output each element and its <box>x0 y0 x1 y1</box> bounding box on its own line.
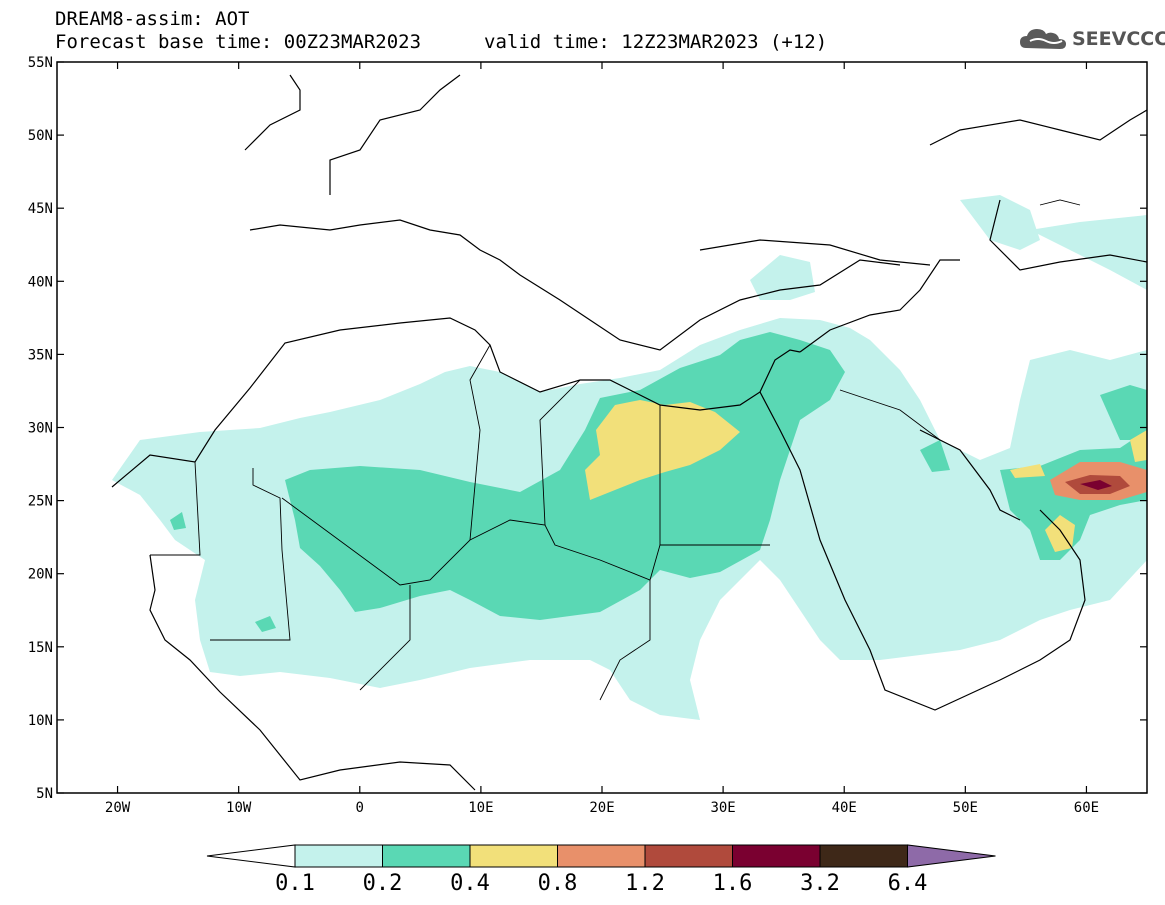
seevccc-logo: SEEVCCC <box>1018 24 1165 54</box>
lat-tick-label: 25N <box>28 494 53 510</box>
lon-tick-label: 20E <box>589 800 614 816</box>
lat-tick-label: 35N <box>28 347 53 363</box>
lat-tick-label: 40N <box>28 274 53 290</box>
lat-tick-label: 30N <box>28 421 53 437</box>
colorbar-label: 3.2 <box>800 871 840 896</box>
forecast-base-time: Forecast base time: 00Z23MAR2023 <box>55 31 422 53</box>
aot-colorbar: 0.1 0.2 0.4 0.8 1.2 1.6 3.2 6.4 <box>206 844 996 896</box>
lat-tick-label: 45N <box>28 201 53 217</box>
logo-text: SEEVCCC <box>1072 28 1165 50</box>
colorbar-segment <box>732 844 821 868</box>
aot-contour-0.4 <box>585 400 740 500</box>
colorbar-segment <box>819 844 908 868</box>
lat-tick-label: 10N <box>28 713 53 729</box>
colorbar-label: 6.4 <box>888 871 928 896</box>
colorbar-segment <box>644 844 733 868</box>
lat-tick-label: 20N <box>28 567 53 583</box>
lat-tick-label: 15N <box>28 640 53 656</box>
colorbar-segment <box>469 844 558 868</box>
lon-tick-label: 30E <box>710 800 735 816</box>
colorbar-label: 0.8 <box>538 871 578 896</box>
colorbar-segment <box>557 844 646 868</box>
colorbar-label: 0.1 <box>275 871 315 896</box>
lat-tick-label: 50N <box>28 128 53 144</box>
colorbar-label: 1.2 <box>625 871 665 896</box>
coastlines <box>111 74 1147 791</box>
colorbar-label: 0.4 <box>450 871 490 896</box>
colorbar-segment <box>294 844 383 868</box>
aot-shading <box>112 195 1147 720</box>
colorbar-segment <box>382 844 471 868</box>
lon-tick-label: 0 <box>356 800 364 816</box>
colorbar-label: 1.6 <box>713 871 753 896</box>
country-borders <box>150 199 1081 701</box>
lon-tick-label: 60E <box>1074 800 1099 816</box>
lat-tick-label: 5N <box>36 786 53 802</box>
lon-tick-label: 10W <box>226 800 252 816</box>
lon-tick-label: 10E <box>468 800 493 816</box>
longitude-axis: 20W 10W 0 10E 20E 30E 40E 50E 60E <box>105 62 1099 816</box>
valid-time: valid time: 12Z23MAR2023 (+12) <box>484 31 828 53</box>
lon-tick-label: 50E <box>953 800 978 816</box>
lon-tick-label: 20W <box>105 800 131 816</box>
aot-contour-0.2 <box>285 332 845 620</box>
colorbar-label: 0.2 <box>363 871 403 896</box>
cloud-icon <box>1020 29 1066 49</box>
latitude-axis: 5N 10N 15N 20N 25N 30N 35N 40N 45N 50N 55N <box>28 55 1147 802</box>
lon-tick-label: 40E <box>832 800 857 816</box>
colorbar-upper-arrow <box>907 844 996 868</box>
lat-tick-label: 55N <box>28 55 53 71</box>
colorbar-lower-arrow <box>206 844 296 868</box>
map-title: DREAM8-assim: AOT <box>55 8 250 30</box>
